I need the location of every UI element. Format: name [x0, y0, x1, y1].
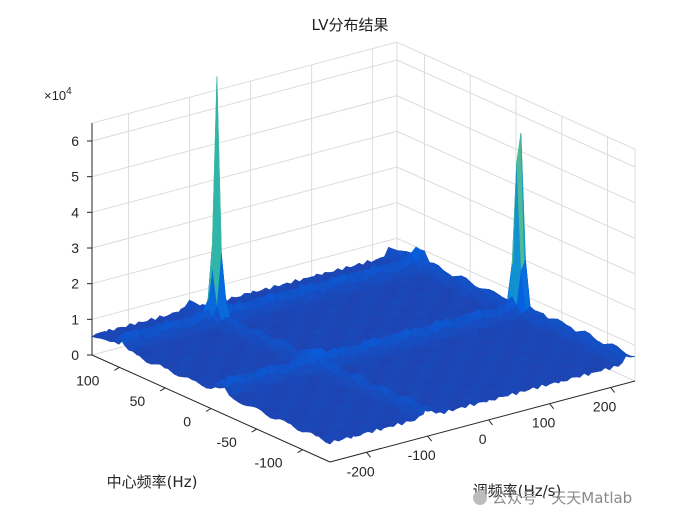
y-tick-mark [251, 428, 258, 433]
y-tick-label: 50 [130, 393, 146, 409]
x-tick-mark [610, 387, 615, 393]
chart-title: LV分布结果 [312, 16, 389, 34]
wechat-icon [473, 491, 487, 505]
x-tick-label: -100 [408, 447, 436, 463]
y-tick-mark [114, 366, 120, 371]
grid-line [91, 41, 398, 124]
grid-line [91, 166, 636, 275]
x-tick-label: 100 [532, 415, 556, 431]
x-tick-label: -200 [347, 463, 375, 479]
y-tick-label: 100 [76, 372, 100, 388]
z-tick-label: 1 [71, 311, 79, 327]
x-tick-label: 200 [593, 398, 617, 414]
surface-plot [91, 76, 636, 445]
y-tick-label: -100 [255, 455, 283, 471]
z-tick-label: 6 [71, 133, 79, 149]
watermark: 公众号 · 天天Matlab [473, 489, 632, 507]
z-axis-multiplier: ×104 [44, 86, 72, 103]
z-tick-label: 0 [71, 347, 79, 363]
x-tick-mark [488, 419, 493, 426]
surface-cell [626, 353, 636, 358]
z-tick-label: 2 [71, 276, 79, 292]
x-axis-label: 调频率(Hz/s) [473, 482, 562, 500]
z-tick-label: 3 [71, 240, 79, 256]
grid-line [91, 59, 636, 168]
grid-line [91, 95, 636, 204]
y-tick-mark [205, 408, 212, 412]
y-tick-label: 0 [183, 414, 191, 430]
x-axis-line [329, 380, 636, 463]
x-tick-mark [427, 435, 432, 442]
y-axis-label: 中心频率(Hz) [107, 473, 198, 491]
y-tick-mark [297, 449, 303, 454]
axes: -200 -100 0 100 200 100 50 0 -50 -100 0 1 2 3 4 5 6 [71, 123, 636, 479]
x-tick-mark [549, 403, 554, 409]
grid-line [91, 130, 636, 239]
y-tick-mark [159, 387, 166, 392]
axis-labels: LV分布结果 调频率(Hz/s) 中心频率(Hz) ×104 [44, 16, 561, 500]
x-tick-label: 0 [479, 431, 487, 447]
y-tick-label: -50 [217, 434, 237, 450]
grid-line [396, 41, 636, 150]
watermark-text: 公众号 · 天天Matlab [492, 489, 632, 507]
z-tick-label: 4 [71, 204, 79, 220]
x-tick-mark [366, 451, 371, 458]
z-tick-label: 5 [71, 169, 79, 185]
